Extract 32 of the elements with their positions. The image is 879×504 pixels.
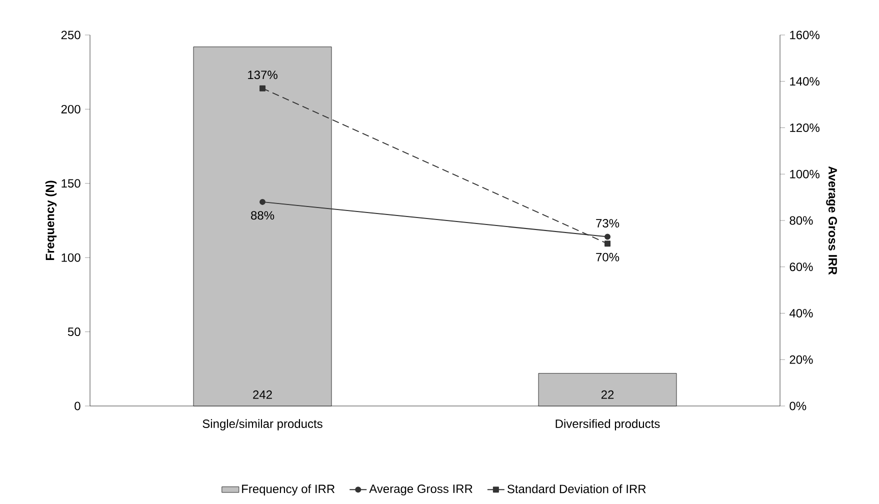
data-label: 242 (253, 390, 272, 399)
y2-tick-label: 60% (790, 262, 813, 272)
data-label: 88% (251, 211, 274, 220)
legend-label: Average Gross IRR (369, 484, 472, 496)
y-tick-label: 200 (61, 104, 80, 114)
y2-tick-label: 40% (789, 308, 813, 318)
y2-tick-label: 120% (790, 123, 820, 132)
legend-label: Frequency of IRR (242, 484, 335, 496)
data-label: 73% (596, 219, 620, 228)
y2-tick-label: 160% (790, 30, 820, 40)
data-label: 70% (596, 252, 620, 262)
y-axis-title: Frequency (N) (45, 180, 57, 260)
x-tick-label: Diversified products (556, 419, 660, 430)
y2-tick-label: 0% (790, 402, 806, 410)
y-tick-label: 0 (74, 402, 80, 410)
y2-tick-label: 80% (790, 216, 813, 225)
x-tick-label: Single/similar products (202, 419, 322, 430)
point (604, 234, 611, 240)
data-label: 22 (601, 390, 614, 399)
data-label: 137% (248, 70, 278, 80)
point (604, 240, 611, 247)
y2-tick-label: 100% (790, 170, 820, 178)
y2-axis-title: Average Gross IRR (826, 166, 838, 275)
y2-tick-label: 140% (790, 77, 820, 86)
y2-tick-label: 20% (790, 355, 813, 364)
y-tick-label: 50 (68, 328, 80, 336)
y-tick-label: 100 (62, 253, 80, 262)
point (260, 198, 266, 205)
point (260, 85, 266, 92)
y-tick-label: 150 (62, 179, 80, 188)
legend-label: Standard Deviation of IRR (507, 484, 646, 494)
y-tick-label: 250 (61, 30, 80, 40)
